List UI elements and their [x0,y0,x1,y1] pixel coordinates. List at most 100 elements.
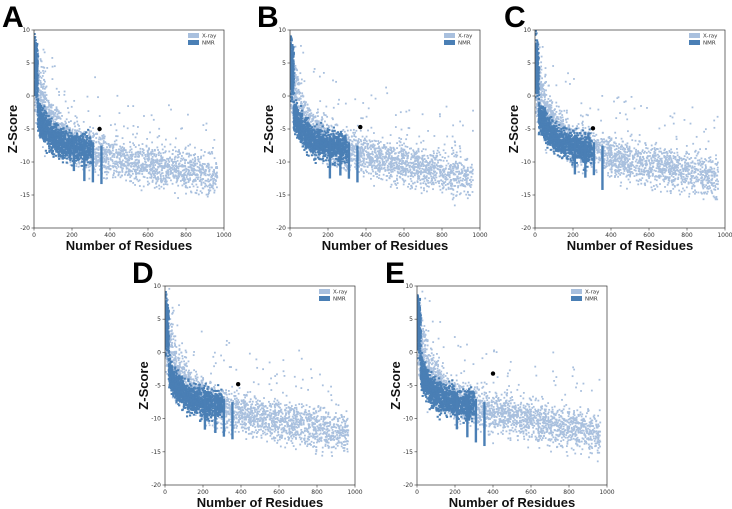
xray-point [430,167,433,170]
xray-point [151,152,154,155]
xray-point [97,155,99,158]
xray-point [127,105,130,108]
xray-point [147,149,150,152]
xray-point [39,91,41,94]
xray-point [452,149,455,152]
xray-point [112,146,114,148]
xray-point [177,156,180,158]
nmr-point [69,148,72,151]
nmr-point [49,130,52,133]
nmr-point [48,118,51,121]
xray-point [37,71,40,74]
nmr-point [54,143,58,146]
nmr-point [62,145,65,148]
xray-point [138,179,141,182]
nmr-point [84,164,88,167]
nmr-point [80,153,83,156]
xray-point [198,168,201,170]
xray-point [444,152,447,154]
xray-point [296,75,299,78]
xray-point [109,164,111,167]
xray-point [95,155,98,157]
xray-point [98,138,100,141]
xray-point [368,159,371,162]
xray-point [194,164,197,167]
xray-point [385,86,387,89]
nmr-point [61,142,65,145]
xray-point [178,172,181,175]
xray-point [40,90,42,93]
xray-point [395,184,398,186]
xray-point [366,145,369,148]
xray-point [42,87,44,90]
xray-point [294,45,297,48]
xray-point [160,158,163,160]
xray-point [192,179,195,181]
xray-point [421,167,424,170]
xray-point [177,163,180,166]
xray-point [57,110,60,113]
xray-point [158,127,161,130]
nmr-point [70,137,74,140]
xray-point [402,152,405,155]
nmr-point [64,134,67,137]
nmr-point [39,123,42,126]
nmr-point [90,148,93,151]
xray-point [54,118,57,121]
xray-point [179,165,181,168]
xray-point [386,166,389,169]
xray-point [76,129,79,132]
xray-point [206,162,209,165]
xray-point [42,72,45,75]
nmr-point [59,137,62,140]
xray-point [210,166,213,169]
nmr-point [61,157,64,160]
nmr-point [37,108,40,111]
xray-point [64,127,67,130]
xray-point [390,183,393,186]
xray-point [362,170,365,173]
xray-point [69,164,72,166]
nmr-point [34,59,38,62]
xray-point [456,154,459,157]
xray-point [169,143,172,146]
xray-point [108,153,111,156]
xray-point [198,161,201,164]
xray-point [370,172,372,175]
nmr-point [47,114,50,117]
xray-point [426,185,429,188]
xray-point [197,155,199,158]
xray-point [412,168,415,171]
xray-point [445,174,448,177]
xray-point [205,122,208,125]
xray-point [189,143,192,146]
xray-point [109,145,112,148]
xray-point [298,109,300,112]
xray-point [59,126,62,129]
xray-point [193,160,196,163]
xray-point [204,182,207,185]
xray-point [402,171,405,174]
nmr-point [36,86,39,89]
xray-point [441,191,444,194]
xray-point [192,169,195,172]
xray-point [209,152,212,155]
xray-point [294,67,297,69]
xray-point [107,158,110,161]
nmr-point [89,136,92,139]
xray-point [165,165,168,168]
nmr-point [48,150,51,153]
nmr-point [34,73,36,76]
xray-point [208,151,211,154]
xray-point [158,171,161,174]
xray-point [203,173,206,176]
xray-point [423,169,426,172]
nmr-point [52,125,55,128]
xray-point [180,157,183,160]
xray-point [55,106,58,109]
nmr-point [66,138,69,141]
xray-point [407,185,409,188]
nmr-point [42,120,45,123]
xray-point [420,192,423,195]
